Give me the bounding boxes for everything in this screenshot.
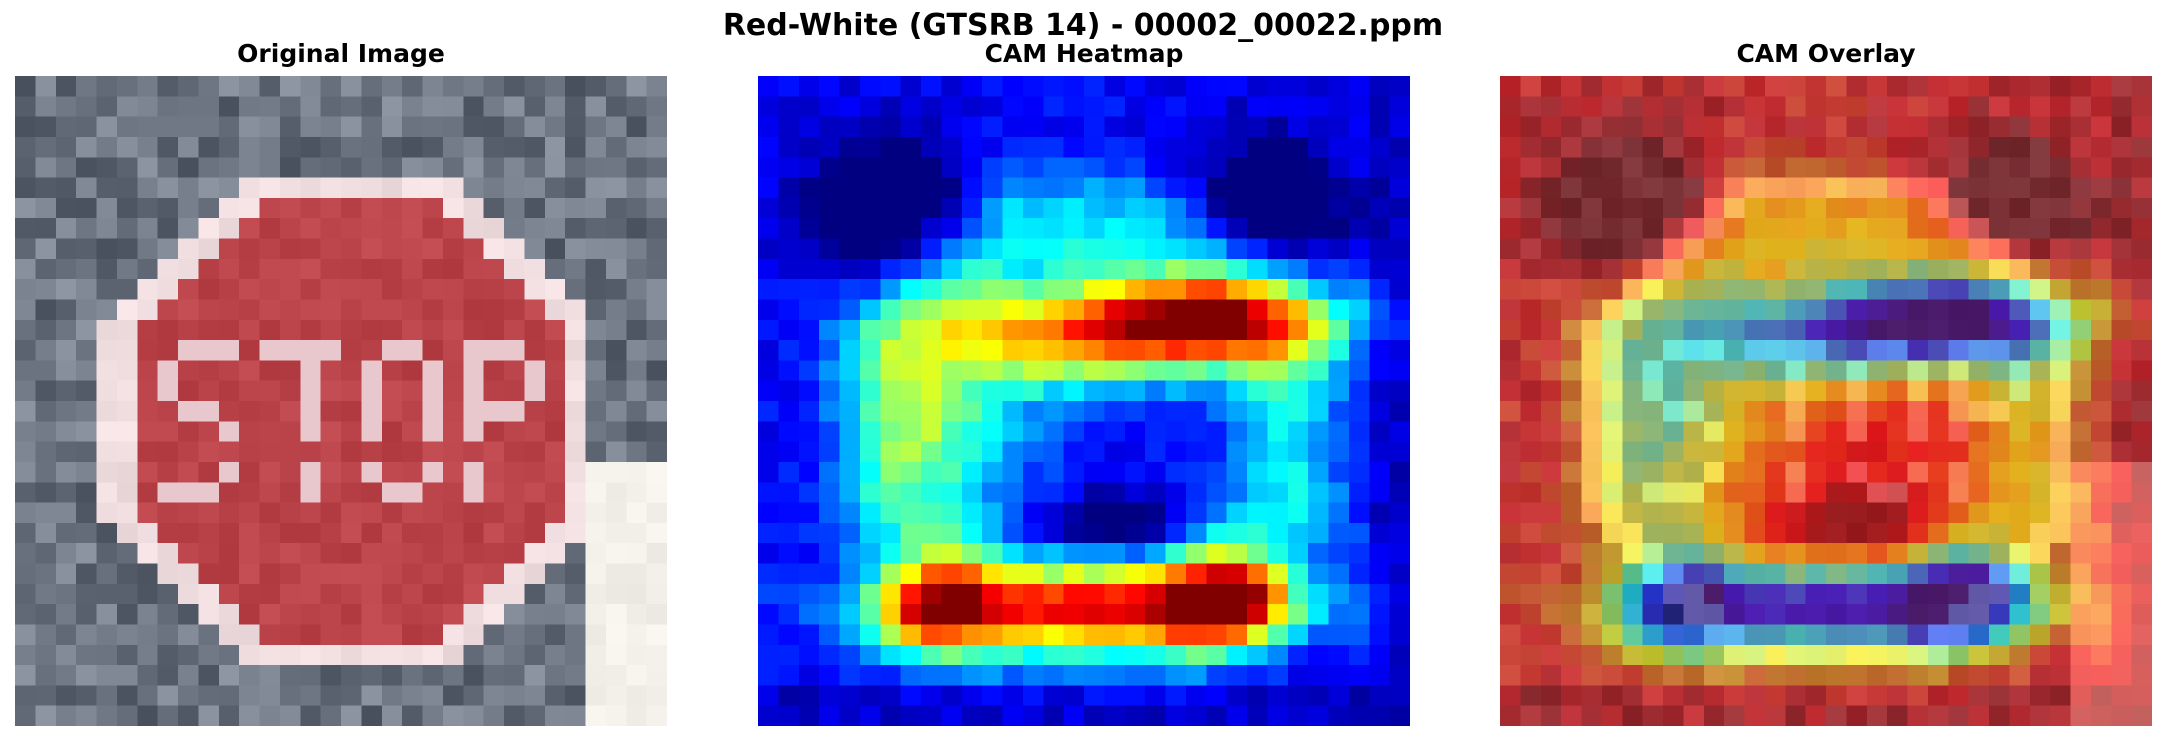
cam-overlay-title: CAM Overlay bbox=[1736, 39, 1916, 68]
cam-heatmap-image bbox=[758, 76, 1410, 726]
cam-heatmap-title: CAM Heatmap bbox=[984, 39, 1184, 68]
original-image-panel bbox=[15, 76, 667, 726]
cam-heatmap-panel bbox=[758, 76, 1410, 726]
figure-title: Red-White (GTSRB 14) - 00002_00022.ppm bbox=[722, 8, 1444, 43]
original-stop-sign-image bbox=[15, 76, 667, 726]
cam-overlay-image bbox=[1500, 76, 2152, 726]
cam-overlay-panel bbox=[1500, 76, 2152, 726]
original-image-title: Original Image bbox=[237, 39, 445, 68]
